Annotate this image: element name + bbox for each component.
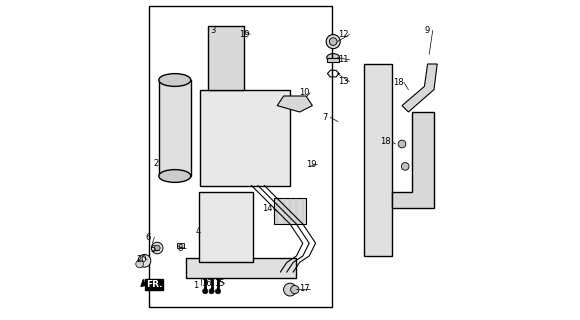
Circle shape [288, 100, 295, 108]
Polygon shape [201, 90, 290, 186]
Circle shape [326, 35, 340, 49]
Circle shape [209, 289, 214, 294]
Text: 4: 4 [195, 228, 201, 236]
Polygon shape [199, 192, 253, 262]
Text: 18: 18 [393, 78, 404, 87]
Circle shape [237, 101, 253, 117]
Circle shape [264, 105, 271, 113]
Circle shape [154, 245, 160, 251]
Text: 14: 14 [262, 204, 273, 213]
Circle shape [241, 105, 249, 113]
Ellipse shape [327, 54, 340, 62]
Bar [327, 58, 339, 62]
Text: 7: 7 [322, 113, 327, 122]
Text: 5: 5 [151, 245, 156, 254]
Text: 12: 12 [339, 30, 349, 39]
Circle shape [284, 283, 296, 296]
Text: 10: 10 [299, 88, 310, 97]
Circle shape [264, 127, 271, 135]
Circle shape [136, 260, 143, 268]
Circle shape [237, 123, 253, 139]
Circle shape [202, 289, 208, 294]
Polygon shape [186, 258, 296, 278]
Circle shape [219, 105, 227, 113]
Text: 2: 2 [154, 159, 159, 168]
Text: 6: 6 [146, 233, 151, 242]
Text: 3: 3 [210, 26, 215, 35]
Circle shape [264, 150, 271, 157]
Circle shape [260, 146, 276, 162]
Polygon shape [277, 96, 313, 112]
Text: 11: 11 [339, 55, 349, 64]
Circle shape [138, 254, 151, 267]
Circle shape [241, 127, 249, 135]
Circle shape [260, 123, 276, 139]
Circle shape [151, 242, 163, 254]
Circle shape [329, 38, 337, 45]
Text: 9: 9 [425, 26, 430, 35]
Circle shape [401, 163, 409, 170]
Text: 19: 19 [306, 160, 317, 169]
Polygon shape [364, 64, 393, 256]
Circle shape [237, 146, 253, 162]
Circle shape [299, 100, 307, 108]
Text: 16: 16 [201, 279, 212, 288]
Circle shape [215, 146, 231, 162]
Circle shape [291, 285, 299, 294]
Circle shape [398, 140, 406, 148]
Text: 15: 15 [213, 279, 224, 288]
Ellipse shape [159, 170, 191, 182]
Circle shape [219, 150, 227, 157]
Circle shape [215, 123, 231, 139]
Circle shape [215, 289, 220, 294]
Text: 18: 18 [380, 137, 391, 146]
Circle shape [215, 101, 231, 117]
Text: 8: 8 [178, 244, 183, 253]
Circle shape [205, 214, 237, 246]
Polygon shape [393, 112, 434, 208]
Polygon shape [208, 26, 244, 90]
Text: 20: 20 [136, 255, 147, 264]
Circle shape [241, 150, 249, 157]
Text: FR.: FR. [146, 280, 162, 289]
Polygon shape [402, 64, 437, 112]
Text: 1: 1 [193, 281, 198, 290]
Bar [159, 80, 191, 176]
Circle shape [219, 127, 227, 135]
Bar [149, 6, 332, 307]
Circle shape [260, 101, 276, 117]
Bar [274, 198, 306, 224]
Circle shape [213, 222, 229, 238]
Text: 13: 13 [339, 77, 349, 86]
Ellipse shape [159, 74, 191, 86]
Text: 17: 17 [299, 284, 310, 293]
Bar [177, 243, 184, 248]
Text: 19: 19 [240, 30, 250, 39]
